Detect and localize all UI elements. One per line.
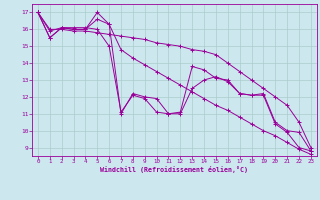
X-axis label: Windchill (Refroidissement éolien,°C): Windchill (Refroidissement éolien,°C) <box>100 166 248 173</box>
